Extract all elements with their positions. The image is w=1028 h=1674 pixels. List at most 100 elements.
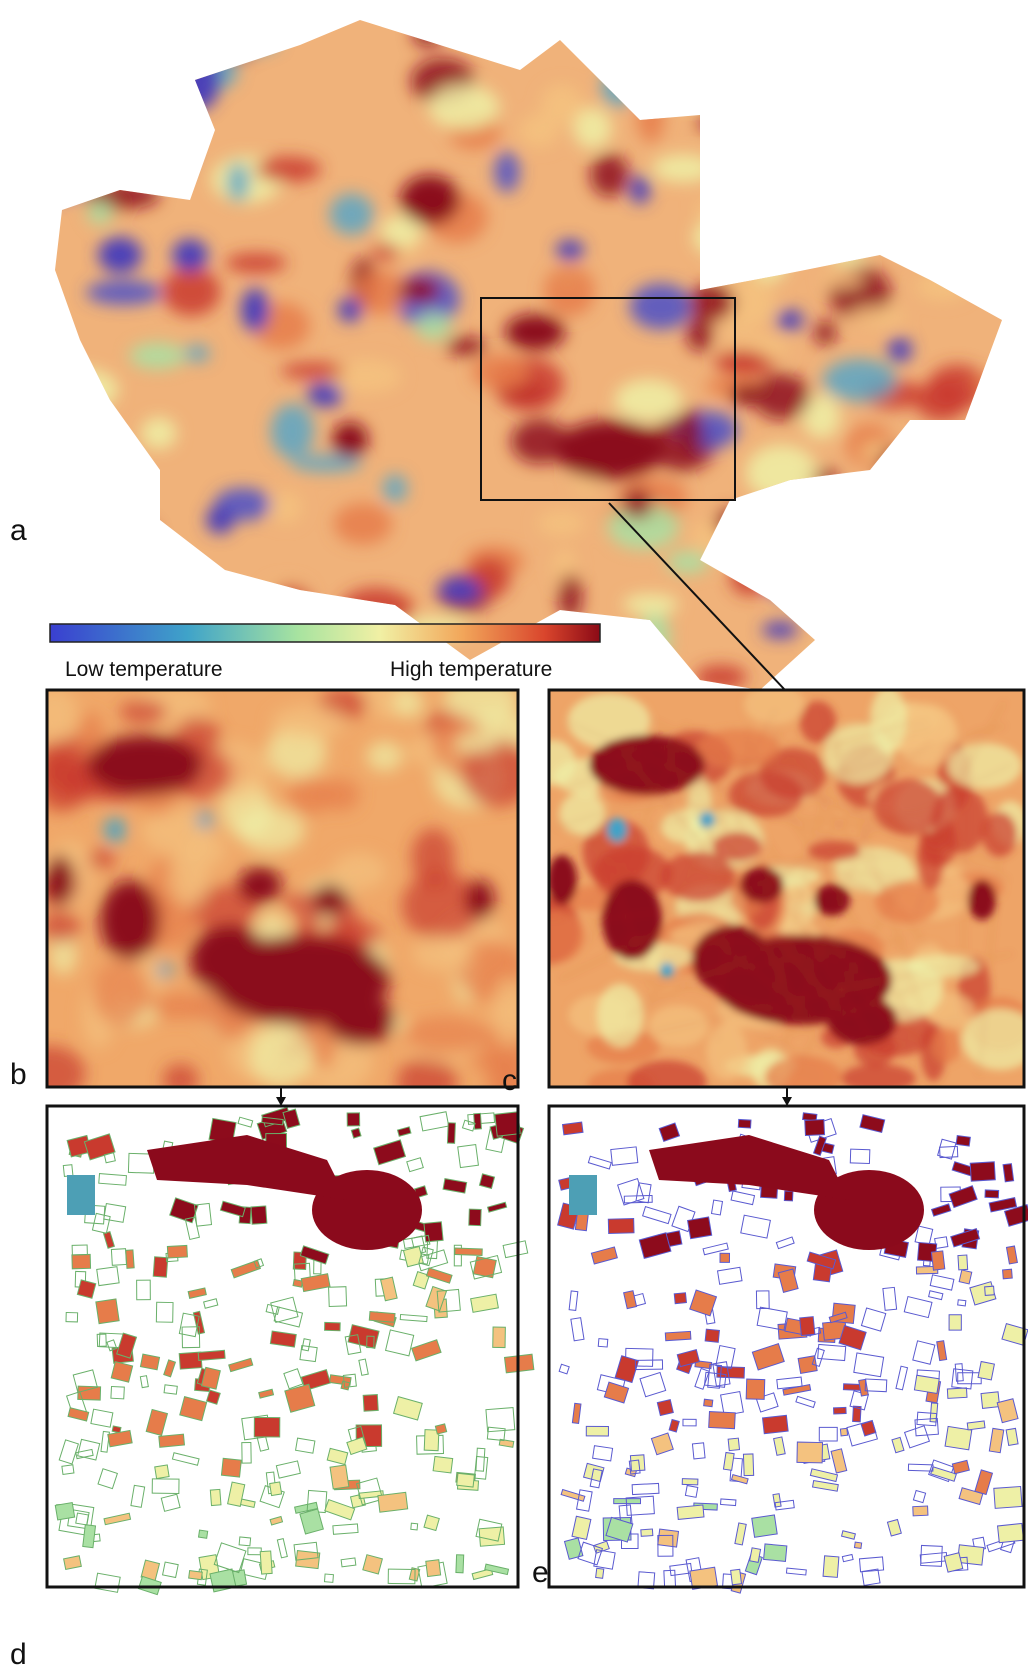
building xyxy=(985,1190,999,1198)
heat-blob xyxy=(99,75,157,99)
building xyxy=(455,1248,482,1255)
hot-spot xyxy=(45,855,75,905)
building xyxy=(985,1286,995,1295)
hot-spot xyxy=(87,735,203,795)
building xyxy=(447,1123,455,1144)
building xyxy=(586,1426,608,1436)
heat-blob xyxy=(887,570,945,616)
building-map xyxy=(47,1106,534,1595)
heat-blob xyxy=(814,320,836,345)
heat-blob xyxy=(729,227,751,270)
heat-blob xyxy=(141,417,177,449)
building xyxy=(720,1253,730,1262)
hot-spot xyxy=(190,925,270,995)
heat-blob xyxy=(984,62,1004,78)
heat-blob xyxy=(823,359,897,402)
heat-blob xyxy=(970,139,992,173)
heat-blob xyxy=(623,489,652,519)
building xyxy=(270,1482,282,1496)
cool-spot xyxy=(660,963,674,977)
building xyxy=(674,1293,686,1304)
heat-blob xyxy=(627,1060,706,1104)
heat-blob xyxy=(251,643,303,685)
building xyxy=(199,1530,208,1538)
building xyxy=(764,1544,787,1561)
heat-blob xyxy=(623,594,679,615)
figure: a Low temperature High temperature b c d… xyxy=(0,0,1028,1669)
building xyxy=(140,1354,159,1370)
building xyxy=(155,1465,169,1479)
building xyxy=(981,1392,1000,1409)
building xyxy=(426,1560,441,1577)
colorbar-low-label: Low temperature xyxy=(65,658,223,681)
heat-blob xyxy=(397,1058,457,1108)
heat-blobs xyxy=(14,662,536,1107)
building xyxy=(111,1362,132,1383)
heat-blob xyxy=(765,1056,842,1098)
building xyxy=(705,1329,719,1342)
heat-blob xyxy=(630,283,692,329)
heat-blob xyxy=(21,23,91,72)
heat-blob xyxy=(224,25,252,54)
hot-spot xyxy=(400,278,440,302)
heat-blob xyxy=(691,518,745,556)
heat-blob xyxy=(874,483,902,533)
heat-blob xyxy=(920,25,987,66)
building xyxy=(709,1412,736,1429)
cool-spot xyxy=(158,963,172,977)
hot-spot xyxy=(555,420,665,480)
building xyxy=(424,1515,439,1530)
building xyxy=(959,1270,972,1284)
panel-label: b xyxy=(10,1058,27,1091)
building xyxy=(704,1399,713,1406)
building xyxy=(1006,1428,1018,1445)
building xyxy=(994,1486,1022,1508)
heat-blob xyxy=(644,74,711,103)
heat-blob xyxy=(227,163,250,202)
heat-blob xyxy=(693,216,760,258)
heat-blob xyxy=(695,665,747,690)
heat-blob xyxy=(444,677,520,722)
heat-blob xyxy=(138,136,192,175)
building xyxy=(596,1568,604,1578)
heat-blob xyxy=(393,689,424,718)
heat-blob xyxy=(334,503,392,544)
heat-blob xyxy=(428,85,499,130)
cool-spot xyxy=(338,298,362,322)
building xyxy=(167,1245,187,1258)
heat-blob xyxy=(859,190,901,214)
building xyxy=(260,1551,272,1574)
building xyxy=(159,1434,185,1447)
heat-blob xyxy=(76,527,124,544)
heat-blob xyxy=(640,610,671,665)
heat-blob xyxy=(919,470,964,497)
building xyxy=(325,1322,341,1330)
heat-blob xyxy=(281,362,345,378)
heat-blob xyxy=(952,206,1004,247)
heat-blob xyxy=(972,374,1020,391)
heat-blob xyxy=(746,445,818,501)
building xyxy=(688,1217,712,1239)
building xyxy=(479,1174,494,1189)
building xyxy=(83,1525,96,1548)
heat-blob xyxy=(932,1027,961,1064)
building xyxy=(931,1251,944,1270)
heat-blob xyxy=(120,701,168,724)
heat-blob xyxy=(796,173,855,191)
heat-blob xyxy=(163,1063,199,1096)
heat-blob xyxy=(185,345,211,362)
heat-blob xyxy=(31,688,78,743)
hot-spot xyxy=(312,884,348,916)
heat-blob xyxy=(603,647,663,687)
building xyxy=(956,1136,970,1147)
building xyxy=(78,1386,101,1400)
cool-spot xyxy=(607,818,627,842)
heat-blob xyxy=(839,538,907,562)
hot-spot xyxy=(547,855,577,905)
heat-blob xyxy=(494,151,519,192)
building xyxy=(823,1556,839,1578)
heat-blob xyxy=(849,307,905,327)
panel-label: d xyxy=(10,1638,27,1669)
building xyxy=(363,1395,378,1412)
heat-blob xyxy=(86,280,162,305)
